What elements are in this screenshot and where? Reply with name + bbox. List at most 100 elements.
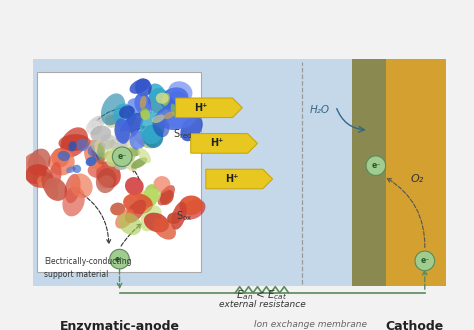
Text: H⁺: H⁺ [225,174,238,184]
Ellipse shape [106,148,125,167]
Ellipse shape [137,137,156,148]
Text: e⁻: e⁻ [118,152,127,161]
Text: H₂O: H₂O [310,105,330,115]
Ellipse shape [100,134,116,149]
Ellipse shape [66,166,75,173]
Circle shape [112,147,132,167]
Ellipse shape [91,146,105,164]
Text: O₂: O₂ [411,174,424,184]
Ellipse shape [86,121,102,135]
Ellipse shape [113,132,127,143]
Ellipse shape [140,112,164,144]
Ellipse shape [129,79,150,94]
Ellipse shape [84,140,103,169]
Ellipse shape [134,93,151,115]
Ellipse shape [157,185,175,206]
Ellipse shape [140,110,150,120]
Ellipse shape [156,93,169,104]
Ellipse shape [160,87,189,111]
Ellipse shape [153,114,170,137]
Ellipse shape [26,164,53,188]
Polygon shape [206,169,273,189]
Ellipse shape [140,205,162,231]
Text: Ion exchange membrane
or separator: Ion exchange membrane or separator [255,320,367,330]
Ellipse shape [88,146,99,157]
Ellipse shape [37,176,52,189]
Circle shape [109,249,129,269]
Ellipse shape [160,190,174,205]
Ellipse shape [91,125,111,142]
Ellipse shape [22,153,47,184]
Ellipse shape [86,157,97,166]
Ellipse shape [88,115,104,128]
Ellipse shape [137,189,161,206]
Ellipse shape [106,114,123,124]
Ellipse shape [93,119,104,128]
Ellipse shape [127,147,140,156]
Ellipse shape [148,83,165,103]
Ellipse shape [144,184,158,207]
Text: e⁻: e⁻ [420,256,429,265]
Ellipse shape [152,115,164,123]
Ellipse shape [95,145,109,158]
Ellipse shape [153,218,176,240]
Ellipse shape [48,149,75,176]
Ellipse shape [96,161,121,188]
Ellipse shape [104,151,122,163]
Ellipse shape [164,112,175,119]
Ellipse shape [166,91,189,113]
Ellipse shape [115,118,130,144]
Ellipse shape [123,129,134,151]
Text: Cathode: Cathode [386,320,444,330]
Ellipse shape [165,104,197,128]
Ellipse shape [45,178,67,201]
Circle shape [415,251,435,271]
Ellipse shape [131,157,147,169]
Ellipse shape [63,186,85,216]
Ellipse shape [123,193,153,214]
Ellipse shape [99,175,114,188]
Ellipse shape [179,195,203,215]
Ellipse shape [125,158,137,171]
Polygon shape [191,134,257,153]
Ellipse shape [135,78,152,97]
Ellipse shape [134,130,146,142]
Ellipse shape [171,202,187,230]
Polygon shape [175,98,242,117]
Ellipse shape [125,148,136,162]
Ellipse shape [103,140,115,152]
Bar [386,59,446,286]
Ellipse shape [140,96,146,109]
Ellipse shape [148,88,169,113]
Ellipse shape [143,125,163,148]
Ellipse shape [96,148,102,160]
Ellipse shape [124,125,139,137]
Text: H⁺: H⁺ [194,103,208,113]
Text: Enzymatic-anode: Enzymatic-anode [60,320,180,330]
Ellipse shape [91,140,106,153]
Ellipse shape [97,143,105,161]
Ellipse shape [88,163,108,178]
Ellipse shape [156,106,188,130]
Ellipse shape [168,81,192,103]
Ellipse shape [41,172,59,199]
Ellipse shape [58,151,70,161]
Ellipse shape [115,209,134,229]
Ellipse shape [127,110,137,126]
Circle shape [366,156,386,176]
Text: S$_{\rm ox}$: S$_{\rm ox}$ [175,210,192,223]
Text: Electrically-conducting
support material: Electrically-conducting support material [44,257,131,279]
Ellipse shape [104,115,117,128]
Ellipse shape [112,141,128,154]
Ellipse shape [184,100,201,117]
Ellipse shape [70,174,93,198]
Ellipse shape [162,93,170,106]
Ellipse shape [154,176,171,193]
Ellipse shape [181,199,206,219]
Ellipse shape [116,131,132,143]
Ellipse shape [140,108,149,116]
Text: external resistance: external resistance [219,300,305,309]
Ellipse shape [64,174,81,203]
Ellipse shape [125,200,146,223]
Ellipse shape [58,134,91,151]
